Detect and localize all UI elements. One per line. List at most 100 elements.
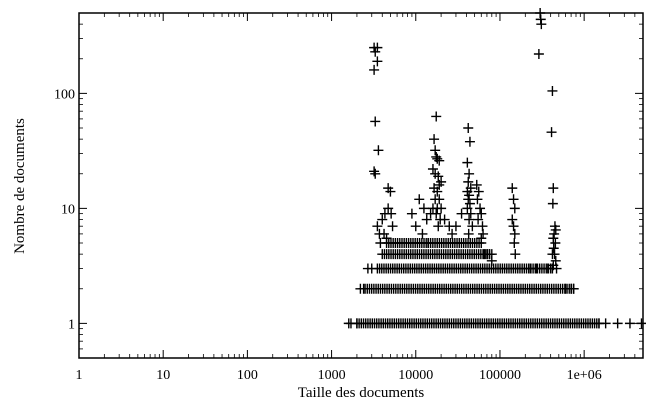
data-point [478, 228, 489, 239]
data-point [436, 203, 447, 214]
data-point [462, 157, 473, 168]
data-point [508, 194, 519, 205]
data-point [476, 233, 487, 244]
y-axis-label: Nombre de documents [12, 118, 28, 254]
data-point [536, 19, 547, 30]
y-tick-label: 10 [61, 202, 75, 217]
data-point [370, 46, 381, 57]
data-points [343, 8, 646, 329]
data-point [456, 208, 467, 219]
data-point [387, 221, 398, 232]
data-point [432, 153, 443, 164]
data-point [600, 318, 611, 329]
data-point [375, 238, 386, 248]
data-point [463, 123, 474, 133]
data-point [546, 127, 557, 138]
data-point [464, 136, 475, 147]
data-point [472, 194, 483, 205]
data-point [374, 228, 385, 239]
data-point [406, 208, 417, 219]
data-point [439, 214, 450, 225]
data-point [462, 203, 473, 214]
data-point [473, 186, 484, 197]
data-point [351, 318, 362, 329]
data-point [507, 214, 518, 225]
data-point [425, 208, 436, 219]
data-point [509, 228, 520, 239]
data-point [430, 145, 441, 156]
data-point [450, 221, 461, 232]
data-point [421, 214, 432, 225]
data-point [370, 168, 381, 179]
data-point [476, 208, 487, 219]
x-tick-label: 1000 [318, 368, 346, 383]
data-point [547, 85, 558, 96]
data-point [467, 221, 478, 232]
data-point [427, 164, 438, 175]
y-axis: 1 10 100 [54, 12, 643, 359]
data-point [414, 194, 425, 205]
data-point [381, 233, 392, 244]
data-point [547, 198, 558, 209]
x-tick-label: 100 [237, 368, 258, 383]
data-point [358, 283, 369, 294]
data-point [531, 263, 542, 274]
data-point [385, 186, 396, 197]
y-tick-label: 1 [68, 317, 75, 332]
data-point [486, 255, 497, 266]
data-point [548, 243, 559, 254]
data-point [386, 208, 397, 219]
data-point [432, 186, 443, 197]
data-point [549, 228, 560, 239]
x-tick-label: 10 [156, 368, 170, 383]
data-point [418, 203, 429, 214]
data-point [429, 134, 440, 145]
data-point [473, 214, 484, 225]
x-axis: 1 10 100 1000 10000 100000 1e+06 [76, 13, 644, 383]
data-point [464, 198, 475, 209]
data-point [423, 238, 434, 248]
data-point [548, 183, 559, 194]
data-point [463, 176, 474, 187]
data-point [370, 116, 381, 127]
data-point [624, 318, 635, 329]
data-point [550, 255, 561, 266]
data-point [636, 318, 646, 329]
data-point [373, 145, 384, 156]
x-tick-label: 10000 [398, 368, 433, 383]
data-point [463, 194, 474, 205]
data-point [548, 233, 559, 244]
data-point [509, 238, 520, 248]
data-point [549, 249, 560, 260]
data-point [612, 318, 623, 329]
y-tick-label: 100 [54, 87, 75, 102]
data-point [383, 203, 394, 214]
data-point [463, 228, 474, 239]
data-point [475, 203, 486, 214]
data-point [369, 166, 380, 177]
data-point [431, 111, 442, 122]
data-point [372, 221, 383, 232]
data-point [568, 283, 579, 294]
data-point [465, 208, 476, 219]
x-axis-label: Taille des documents [298, 385, 425, 401]
plot-frame [78, 12, 644, 359]
x-tick-label: 1e+06 [567, 368, 602, 383]
data-point [372, 56, 383, 67]
data-point [484, 249, 495, 260]
data-point [434, 155, 445, 166]
data-point [369, 64, 380, 75]
data-point [550, 238, 561, 248]
x-tick-label: 1 [76, 368, 83, 383]
data-point [433, 221, 444, 232]
data-point [410, 221, 421, 232]
data-point [533, 49, 544, 60]
data-point [433, 171, 444, 182]
data-point [510, 249, 521, 260]
data-point [372, 42, 383, 53]
data-point [548, 260, 559, 271]
data-point [507, 183, 518, 194]
data-point [509, 203, 520, 214]
data-point [464, 214, 475, 225]
